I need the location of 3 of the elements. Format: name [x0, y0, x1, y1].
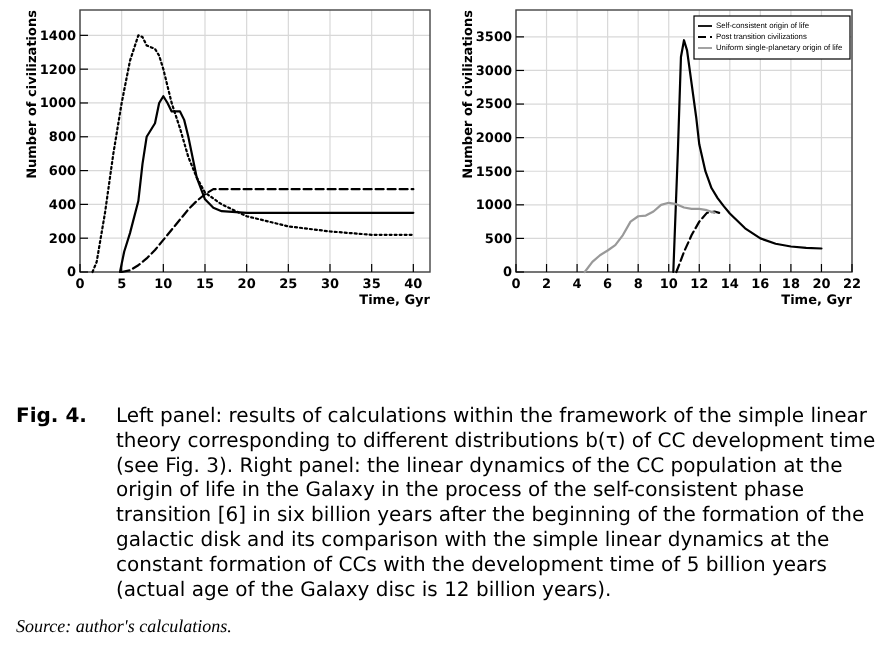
text: Fig. 4. Left panel: results of calculations within the framework of the simple linear theory corresponding to different distributions b(τ) of CC development time (see Fig. 3). Right panel: the linear dynamics of the CC population at the origin of life in the Galaxy in the process of the self-consistent phase transition [6] in six billion years after the beginning of the formation of the galactic disk and its comparison with the simple linear dynamics at the constant formation of CCs with the development time of 5 billion years (actual age of the Galaxy disc is 12 billion years). — [16, 406, 876, 602]
line-series — [583, 201, 716, 274]
source-note: Source: author's calculations. — [16, 616, 232, 636]
